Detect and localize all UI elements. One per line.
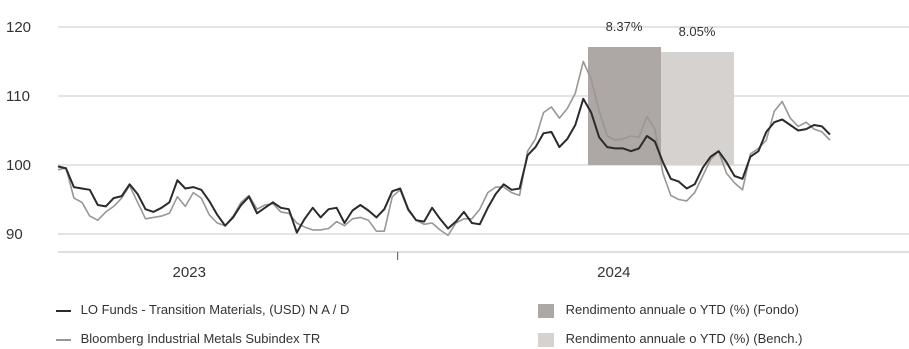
legend-line-swatch [56,309,71,312]
legend-label-return-fund: Rendimento annuale o YTD (%) (Fondo) [565,302,799,317]
y-tick-label: 100 [6,157,31,174]
legend-box-swatch [538,303,554,318]
y-tick-label: 120 [6,19,31,36]
return-bar-label: 8.37% [606,19,643,34]
series-line-fund [57,97,831,234]
return-bar-label: 8.05% [679,24,716,39]
return-bar [661,52,734,165]
y-tick-label: 110 [6,88,30,105]
series-line-benchmark [57,60,831,237]
legend-item-fund: LO Funds - Transition Materials, (USD) N… [56,302,349,317]
legend-line-swatch [56,338,71,341]
legend-label-benchmark: Bloomberg Industrial Metals Subindex TR [80,331,321,346]
legend-item-benchmark: Bloomberg Industrial Metals Subindex TR [56,331,320,346]
y-tick-label: 90 [6,226,23,243]
x-tick-label: 2023 [173,264,206,281]
legend-label-return-benchmark: Rendimento annuale o YTD (%) (Bench.) [565,331,803,346]
legend-label-fund: LO Funds - Transition Materials, (USD) N… [80,302,350,317]
legend-box-swatch [538,332,554,347]
legend-item-return-fund: Rendimento annuale o YTD (%) (Fondo) [538,302,799,318]
x-tick-label: 2024 [597,264,630,281]
chart-plot-area: 90 100 110 120 8.37% 8.05% 2023 2024 [6,19,909,281]
legend-item-return-benchmark: Rendimento annuale o YTD (%) (Bench.) [538,331,802,347]
return-bar [588,47,661,165]
